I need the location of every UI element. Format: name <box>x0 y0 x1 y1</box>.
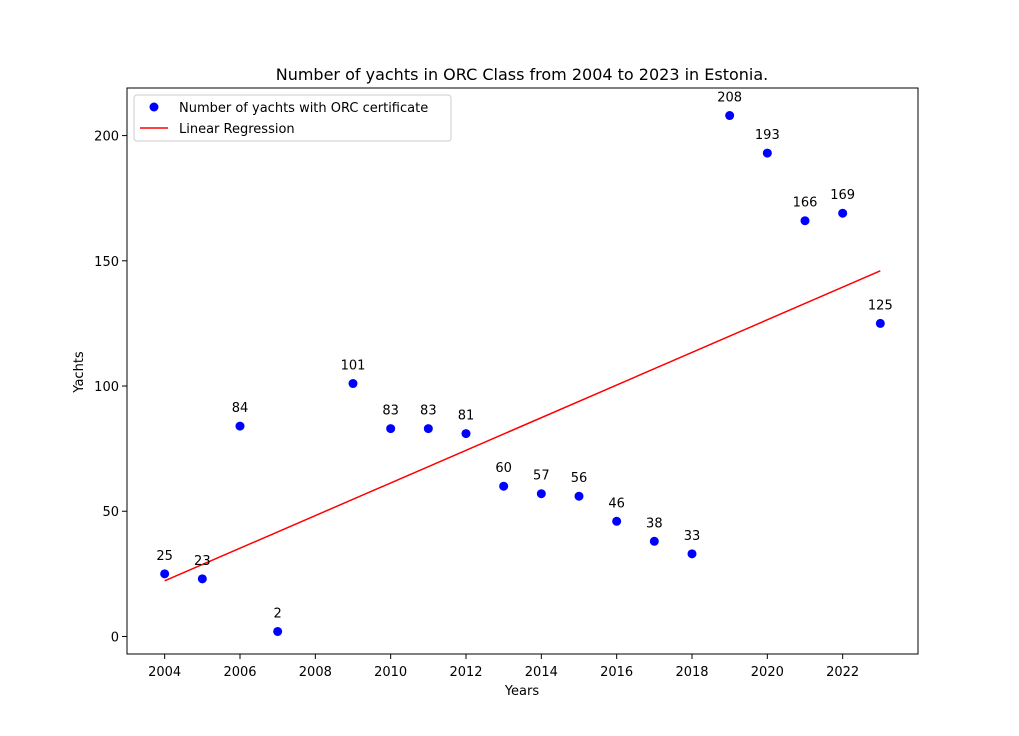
data-point-label: 84 <box>232 401 249 416</box>
y-tick-label: 150 <box>94 255 119 270</box>
data-point-label: 208 <box>717 91 742 106</box>
data-point-label: 193 <box>755 128 780 143</box>
data-point-label: 56 <box>571 471 588 486</box>
data-point <box>612 516 622 526</box>
data-point-label: 166 <box>793 196 818 211</box>
data-point <box>762 148 772 158</box>
x-axis-label: Years <box>504 684 540 699</box>
data-point <box>197 574 207 584</box>
plot-frame <box>126 87 919 655</box>
data-point-label: 169 <box>830 188 855 203</box>
data-point <box>386 424 396 434</box>
data-point <box>160 569 170 579</box>
data-point-label: 83 <box>382 404 399 419</box>
data-point-label: 125 <box>868 298 893 313</box>
data-point <box>574 491 584 501</box>
x-tick-label: 2016 <box>600 665 633 680</box>
data-point-label: 38 <box>646 516 663 531</box>
y-tick-label: 100 <box>94 380 119 395</box>
data-point <box>235 421 245 431</box>
y-tick-label: 0 <box>111 630 119 645</box>
x-tick-label: 2004 <box>148 665 181 680</box>
legend: Number of yachts with ORC certificate Li… <box>133 94 452 142</box>
legend-marker-scatter <box>149 102 159 112</box>
data-point-label: 46 <box>608 496 625 511</box>
data-point-label: 83 <box>420 404 437 419</box>
y-axis-label: Yachts <box>72 351 87 394</box>
y-tick-label: 200 <box>94 130 119 145</box>
data-point <box>875 318 885 328</box>
data-point-label: 25 <box>156 549 173 564</box>
data-point <box>499 481 509 491</box>
data-point <box>687 549 697 559</box>
data-point-label: 2 <box>274 606 282 621</box>
data-point-label: 23 <box>194 554 211 569</box>
legend-label-scatter: Number of yachts with ORC certificate <box>179 101 428 116</box>
data-point <box>348 379 358 389</box>
x-tick-label: 2010 <box>374 665 407 680</box>
x-tick-label: 2020 <box>751 665 784 680</box>
data-point <box>800 216 810 226</box>
x-tick-label: 2012 <box>449 665 482 680</box>
x-tick-label: 2014 <box>525 665 558 680</box>
chart-title: Number of yachts in ORC Class from 2004 … <box>276 65 769 84</box>
regression-line <box>164 270 881 582</box>
data-point <box>536 489 546 499</box>
y-tick-label: 50 <box>102 505 119 520</box>
data-point <box>838 208 848 218</box>
x-tick-label: 2018 <box>675 665 708 680</box>
data-point-label: 101 <box>341 359 366 374</box>
plot-layer: 25 23 84 2 101 83 83 81 60 57 56 46 38 33 208 193 166 169… <box>156 91 893 636</box>
data-point-label: 81 <box>458 409 475 424</box>
x-tick-label: 2008 <box>299 665 332 680</box>
data-point-label: 33 <box>684 529 701 544</box>
data-point-label: 60 <box>495 461 512 476</box>
x-tick-label: 2022 <box>826 665 859 680</box>
data-point <box>461 429 471 439</box>
data-point <box>649 536 659 546</box>
data-point-label: 57 <box>533 469 550 484</box>
data-point <box>725 111 735 121</box>
legend-label-line: Linear Regression <box>179 122 295 137</box>
x-tick-label: 2006 <box>223 665 256 680</box>
ticks-layer: 2004 2006 2008 2010 2012 2014 2016 2018 2020 2022… <box>94 130 859 680</box>
legend-box <box>133 94 452 142</box>
data-point <box>273 626 283 636</box>
data-point <box>423 424 433 434</box>
